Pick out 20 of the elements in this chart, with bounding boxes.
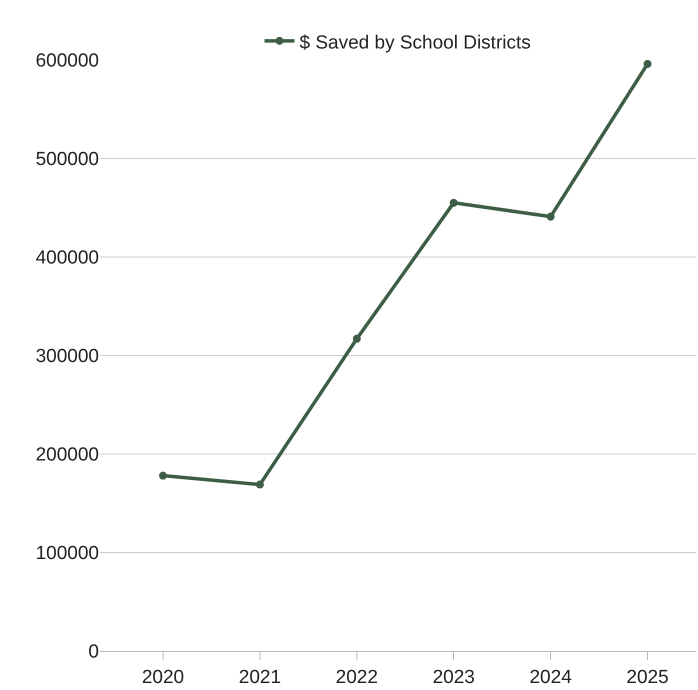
- point: [352, 334, 361, 343]
- y-tick-label: 400000: [36, 248, 99, 269]
- y-tick-label: 0: [88, 642, 99, 663]
- legend-label: $ Saved by School Districts: [300, 32, 531, 54]
- y-tick-label: 100000: [36, 543, 99, 564]
- x-tick-label: 2020: [142, 666, 184, 688]
- y-tick-label: 300000: [36, 346, 99, 368]
- point: [644, 60, 652, 68]
- y-tick-label: 600000: [36, 50, 99, 72]
- point: [450, 198, 458, 207]
- x-tick-label: 2021: [238, 666, 282, 688]
- x-tick-label: 2022: [336, 666, 378, 688]
- y-tick-label: 500000: [36, 149, 99, 170]
- x-tick-label: 2024: [529, 666, 572, 688]
- y-tick-label: 200000: [36, 444, 99, 466]
- point: [158, 472, 167, 480]
- point: [546, 212, 555, 221]
- x-tick-label: 2023: [432, 666, 475, 688]
- point: [256, 480, 264, 489]
- x-tick-label: 2025: [626, 666, 669, 688]
